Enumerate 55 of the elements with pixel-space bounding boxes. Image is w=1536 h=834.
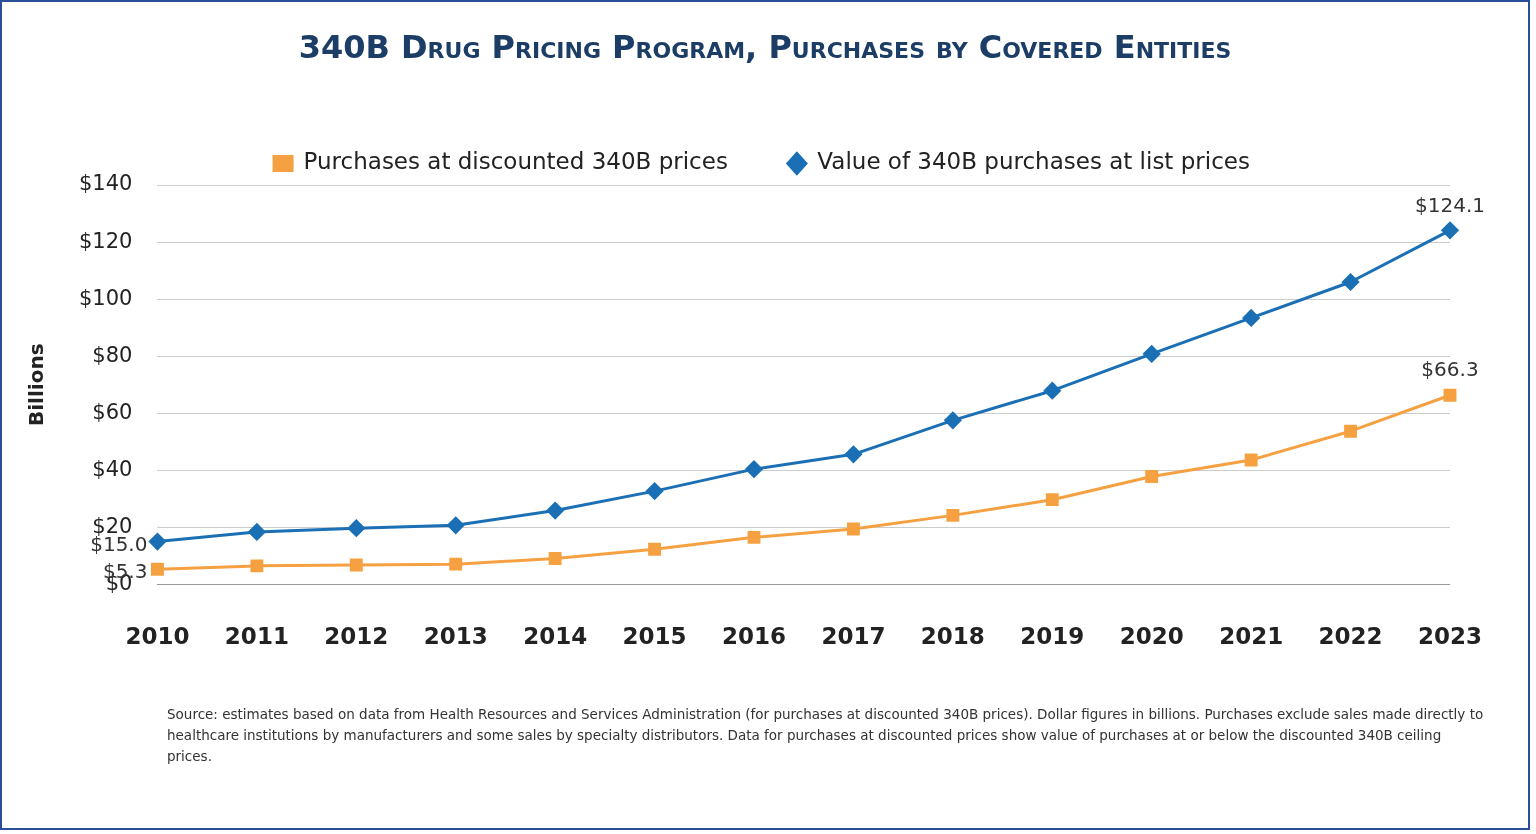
point — [944, 411, 962, 429]
x-tick-label: 2014 — [523, 623, 588, 650]
point — [148, 533, 166, 551]
point — [1441, 221, 1459, 239]
point — [747, 530, 761, 544]
x-tick-label: 2012 — [324, 623, 389, 650]
point — [946, 508, 960, 522]
x-tick-label: 2021 — [1219, 623, 1284, 650]
point — [447, 516, 465, 534]
y-tick-label: $120 — [78, 228, 133, 253]
x-tick-label: 2018 — [920, 623, 985, 650]
data-label: $66.3 — [1421, 357, 1479, 382]
point — [745, 460, 763, 478]
source-note: Source: estimates based on data from Health Resources and Services Administration (for purchases at discounted 340B prices). Dollar figures in billions. Purchases exclude sales made directly to healthcare institutions by manufacturers and some sales by specialty distributors. Data for purchases at discounted prices show value of purchases at or below the discounted 340B ceiling prices. — [167, 705, 1485, 766]
point — [347, 519, 365, 537]
point — [250, 559, 264, 573]
x-tick-label: 2023 — [1417, 623, 1482, 650]
point — [548, 551, 562, 565]
point — [1045, 493, 1059, 507]
point — [1043, 382, 1061, 400]
x-tick-label: 2016 — [722, 623, 787, 650]
x-tick-label: 2019 — [1020, 623, 1085, 650]
point — [648, 542, 662, 556]
y-tick-label: $40 — [92, 456, 133, 481]
legend-label: Purchases at discounted 340B prices — [303, 148, 728, 175]
y-tick-label: $60 — [92, 399, 133, 424]
x-tick-label: 2022 — [1318, 623, 1383, 650]
point — [248, 523, 266, 541]
point — [844, 445, 862, 463]
x-tick-label: 2015 — [622, 623, 687, 650]
y-tick-label: $140 — [78, 171, 133, 196]
y-tick-label: $100 — [78, 285, 133, 310]
x-tick-label: 2011 — [224, 623, 289, 650]
x-tick-label: 2010 — [125, 623, 190, 650]
point — [1242, 309, 1260, 327]
point — [449, 557, 463, 571]
x-tick-label: 2020 — [1119, 623, 1184, 650]
x-tick-label: 2017 — [821, 623, 886, 650]
point — [1145, 470, 1159, 484]
y-tick-label: $80 — [92, 342, 133, 367]
legend-label: Value of 340B purchases at list prices — [817, 148, 1250, 175]
chart-title: 340B Drug Pricing Program, Purchases by Covered Entities — [297, 28, 1233, 66]
data-label: $124.1 — [1415, 192, 1485, 217]
point — [1244, 453, 1258, 467]
point — [546, 502, 564, 520]
point — [646, 482, 664, 500]
point — [150, 562, 164, 576]
point — [1143, 345, 1161, 363]
point — [846, 522, 860, 536]
x-tick-label: 2013 — [423, 623, 488, 650]
y-axis-title: Billions — [24, 343, 49, 426]
point — [1342, 273, 1360, 291]
point — [1344, 424, 1358, 438]
point — [349, 558, 363, 572]
point — [1443, 388, 1457, 402]
